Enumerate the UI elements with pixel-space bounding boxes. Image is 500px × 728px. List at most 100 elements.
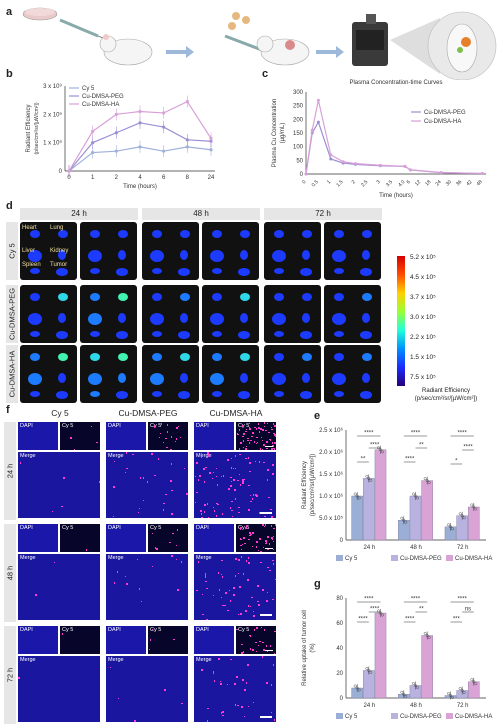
cy5-signal <box>215 475 218 478</box>
cy5-signal <box>63 477 65 479</box>
x-tick-label: 2 <box>115 175 119 181</box>
cy5-signal <box>134 720 136 722</box>
x-tick-label: 30 <box>445 179 453 187</box>
legend-swatch <box>336 555 343 561</box>
cy5-signal <box>220 475 223 478</box>
y-axis-label: Plasma Cu Concentration <box>272 99 278 167</box>
dapi-image: DAPI <box>106 524 146 552</box>
cy5-signal <box>272 563 274 565</box>
organ-blob <box>118 293 128 301</box>
organ-blob <box>302 373 310 383</box>
cy5-signal <box>221 559 223 561</box>
significance-label: ** <box>419 607 424 613</box>
cy5-image: Cy 5 <box>60 626 100 654</box>
cy5-signal <box>244 689 246 691</box>
cy5-signal <box>146 481 149 483</box>
dapi-tag: DAPI <box>196 525 209 531</box>
organ-blob <box>274 293 284 301</box>
organ-blob <box>178 268 190 276</box>
organ-blob <box>238 391 250 399</box>
row-header-label: 48 h <box>5 565 15 581</box>
organ-blob <box>300 268 312 276</box>
cy5-signal <box>142 499 145 502</box>
cy5-signal <box>256 541 258 543</box>
cy5-signal <box>248 484 250 487</box>
cy5-signal <box>217 503 219 506</box>
organ-blob <box>152 293 162 301</box>
y-axis-label: Radiant Efficiency <box>26 105 32 153</box>
cy5-signal <box>139 477 142 479</box>
significance-label: **** <box>463 445 473 451</box>
cy5-signal <box>96 441 98 444</box>
colorbar-tick: 4.5 x 10⁵ <box>410 274 436 281</box>
organ-name: Heart <box>22 225 37 231</box>
organ-blob <box>210 313 224 325</box>
merge-image: Merge <box>18 554 100 620</box>
data-point <box>357 496 361 500</box>
column-header: Cy 5 <box>51 408 69 418</box>
y-tick-label: 2.0 x 10⁶ <box>319 449 343 456</box>
organ-name: Liver <box>22 248 36 254</box>
data-point <box>451 527 454 531</box>
cy5-signal <box>255 494 257 496</box>
cy5-signal <box>234 498 237 500</box>
organ-blob <box>28 250 42 262</box>
merge-image: Merge <box>194 452 276 518</box>
cy5-signal <box>274 630 276 633</box>
merge-image: Merge <box>106 554 188 620</box>
cy5-signal <box>236 432 239 435</box>
data-point <box>354 162 357 166</box>
cy5-signal <box>243 537 245 539</box>
cy5-image: Cy 5 <box>236 422 276 450</box>
cy5-image: Cy 5 <box>236 626 276 654</box>
cy5-signal <box>153 426 155 429</box>
cy5-signal <box>241 706 243 708</box>
organ-blob <box>28 373 42 385</box>
data-point <box>381 450 384 454</box>
cy5-signal <box>230 467 233 469</box>
x-tick-label: 4 <box>138 175 142 181</box>
cy5-signal <box>266 479 269 481</box>
cy5-signal <box>241 643 243 646</box>
data-point <box>369 479 373 482</box>
organ-blob <box>240 293 250 301</box>
dapi-tag: DAPI <box>108 525 121 531</box>
organ-blob <box>30 391 40 397</box>
cy5-signal <box>220 712 223 714</box>
y-tick-label: 200 <box>293 117 304 123</box>
cy5-signal <box>209 472 211 474</box>
cy5-signal <box>255 650 258 653</box>
cy5-signal <box>247 579 249 581</box>
significance-label: ** <box>361 457 366 463</box>
cy5-signal <box>19 462 22 464</box>
cy5-signal <box>265 540 267 542</box>
cy5-signal <box>270 711 273 714</box>
data-point <box>404 694 408 698</box>
data-point <box>316 120 320 124</box>
cy5-signal <box>263 425 266 428</box>
legend-entry: Cu-DMSA-PEG <box>424 110 466 116</box>
cy5-signal <box>136 558 139 561</box>
data-point <box>355 686 359 690</box>
organ-blob <box>180 353 190 361</box>
organ-blob <box>178 331 190 339</box>
cy5-signal <box>251 435 253 438</box>
cy5-signal <box>170 463 173 465</box>
cy5-signal <box>222 604 224 607</box>
cy5-signal <box>249 428 251 430</box>
merge-image: Merge <box>18 656 100 722</box>
organ-blob <box>178 391 190 399</box>
cy5-signal <box>200 510 202 512</box>
cy5-signal <box>267 536 269 538</box>
cy5-signal <box>242 679 244 681</box>
organ-blob <box>88 250 102 262</box>
cy5-signal <box>272 473 274 475</box>
data-point <box>400 516 404 520</box>
arrow-icon-1 <box>166 46 194 58</box>
organ-blob <box>118 313 126 323</box>
significance-label: **** <box>457 597 467 603</box>
organ-blob <box>212 268 222 274</box>
cy5-signal <box>242 573 245 575</box>
dapi-image: DAPI <box>18 524 58 552</box>
cy5-signal <box>162 509 165 511</box>
